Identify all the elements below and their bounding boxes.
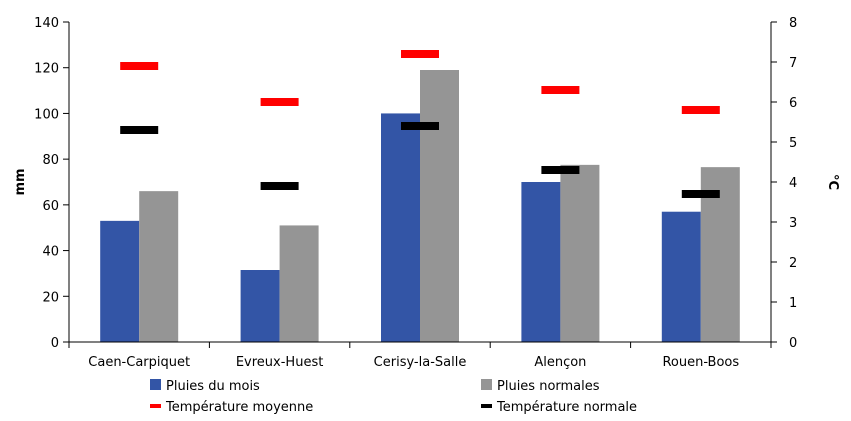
left-tick-label-5: 100 bbox=[34, 107, 59, 122]
bar-pluies-du-mois-1 bbox=[240, 270, 280, 342]
category-label-3: Alençon bbox=[534, 355, 586, 370]
right-tick-label-7: 7 bbox=[789, 56, 797, 71]
category-label-2: Cerisy-la-Salle bbox=[374, 355, 467, 370]
right-tick-label-8: 8 bbox=[789, 16, 797, 31]
right-tick-label-5: 5 bbox=[789, 136, 797, 151]
bar-pluies-normales-0 bbox=[139, 191, 179, 342]
left-tick-label-3: 60 bbox=[42, 199, 59, 214]
left-axis-title: mm bbox=[13, 168, 28, 195]
legend-swatch-temp-rature-moyenne bbox=[150, 404, 161, 408]
left-tick-label-6: 120 bbox=[34, 62, 59, 77]
bar-pluies-du-mois-2 bbox=[381, 113, 420, 342]
legend-label-pluies-normales: Pluies normales bbox=[497, 379, 600, 394]
left-tick-label-0: 0 bbox=[51, 336, 59, 351]
right-tick-label-4: 4 bbox=[789, 176, 797, 191]
left-tick-label-1: 20 bbox=[42, 290, 59, 305]
marker-temp-rature-normale-3 bbox=[541, 166, 580, 174]
marker-temp-rature-moyenne-3 bbox=[541, 86, 580, 94]
legend: Pluies du mois Pluies normales Température… bbox=[150, 379, 637, 415]
left-tick-label-2: 40 bbox=[42, 245, 59, 260]
marker-temp-rature-normale-0 bbox=[120, 126, 159, 134]
marker-temp-rature-normale-2 bbox=[401, 122, 439, 130]
bar-pluies-normales-2 bbox=[420, 70, 459, 342]
right-tick-label-0: 0 bbox=[789, 336, 797, 351]
marker-temp-rature-normale-1 bbox=[260, 182, 299, 190]
marker-temp-rature-moyenne-2 bbox=[401, 50, 439, 58]
left-tick-label-7: 140 bbox=[34, 16, 59, 31]
bar-pluies-normales-3 bbox=[560, 164, 600, 342]
category-label-1: Evreux-Huest bbox=[236, 355, 323, 370]
right-axis-title: °C bbox=[825, 174, 840, 190]
right-tick-label-3: 3 bbox=[789, 216, 797, 231]
marker-temp-rature-normale-4 bbox=[681, 190, 720, 198]
bar-pluies-du-mois-4 bbox=[661, 211, 701, 342]
legend-swatch-pluies-normales bbox=[481, 379, 492, 390]
marker-temp-rature-moyenne-1 bbox=[260, 98, 299, 106]
marker-temp-rature-moyenne-0 bbox=[120, 62, 159, 70]
plot-area: 0 20 40 60 80 100 120 140 0 1 2 3 4 5 6 7 8 Caen-Carpique… bbox=[13, 16, 840, 370]
right-tick-label-2: 2 bbox=[789, 256, 797, 271]
legend-label-temp-rature-moyenne: Température moyenne bbox=[165, 400, 313, 415]
right-tick-label-6: 6 bbox=[789, 96, 797, 111]
marker-temp-rature-moyenne-4 bbox=[681, 106, 720, 114]
category-label-0: Caen-Carpiquet bbox=[88, 355, 190, 370]
category-label-4: Rouen-Boos bbox=[662, 355, 739, 370]
legend-swatch-pluies-du-mois bbox=[150, 379, 161, 390]
legend-swatch-temp-rature-normale bbox=[481, 404, 492, 408]
bar-pluies-du-mois-0 bbox=[100, 220, 140, 342]
bar-pluies-normales-1 bbox=[279, 225, 319, 342]
right-tick-label-1: 1 bbox=[789, 296, 797, 311]
left-tick-label-4: 80 bbox=[42, 153, 59, 168]
legend-label-pluies-du-mois: Pluies du mois bbox=[166, 379, 260, 394]
bar-pluies-du-mois-3 bbox=[521, 182, 561, 342]
legend-label-temp-rature-normale: Température normale bbox=[496, 400, 637, 415]
